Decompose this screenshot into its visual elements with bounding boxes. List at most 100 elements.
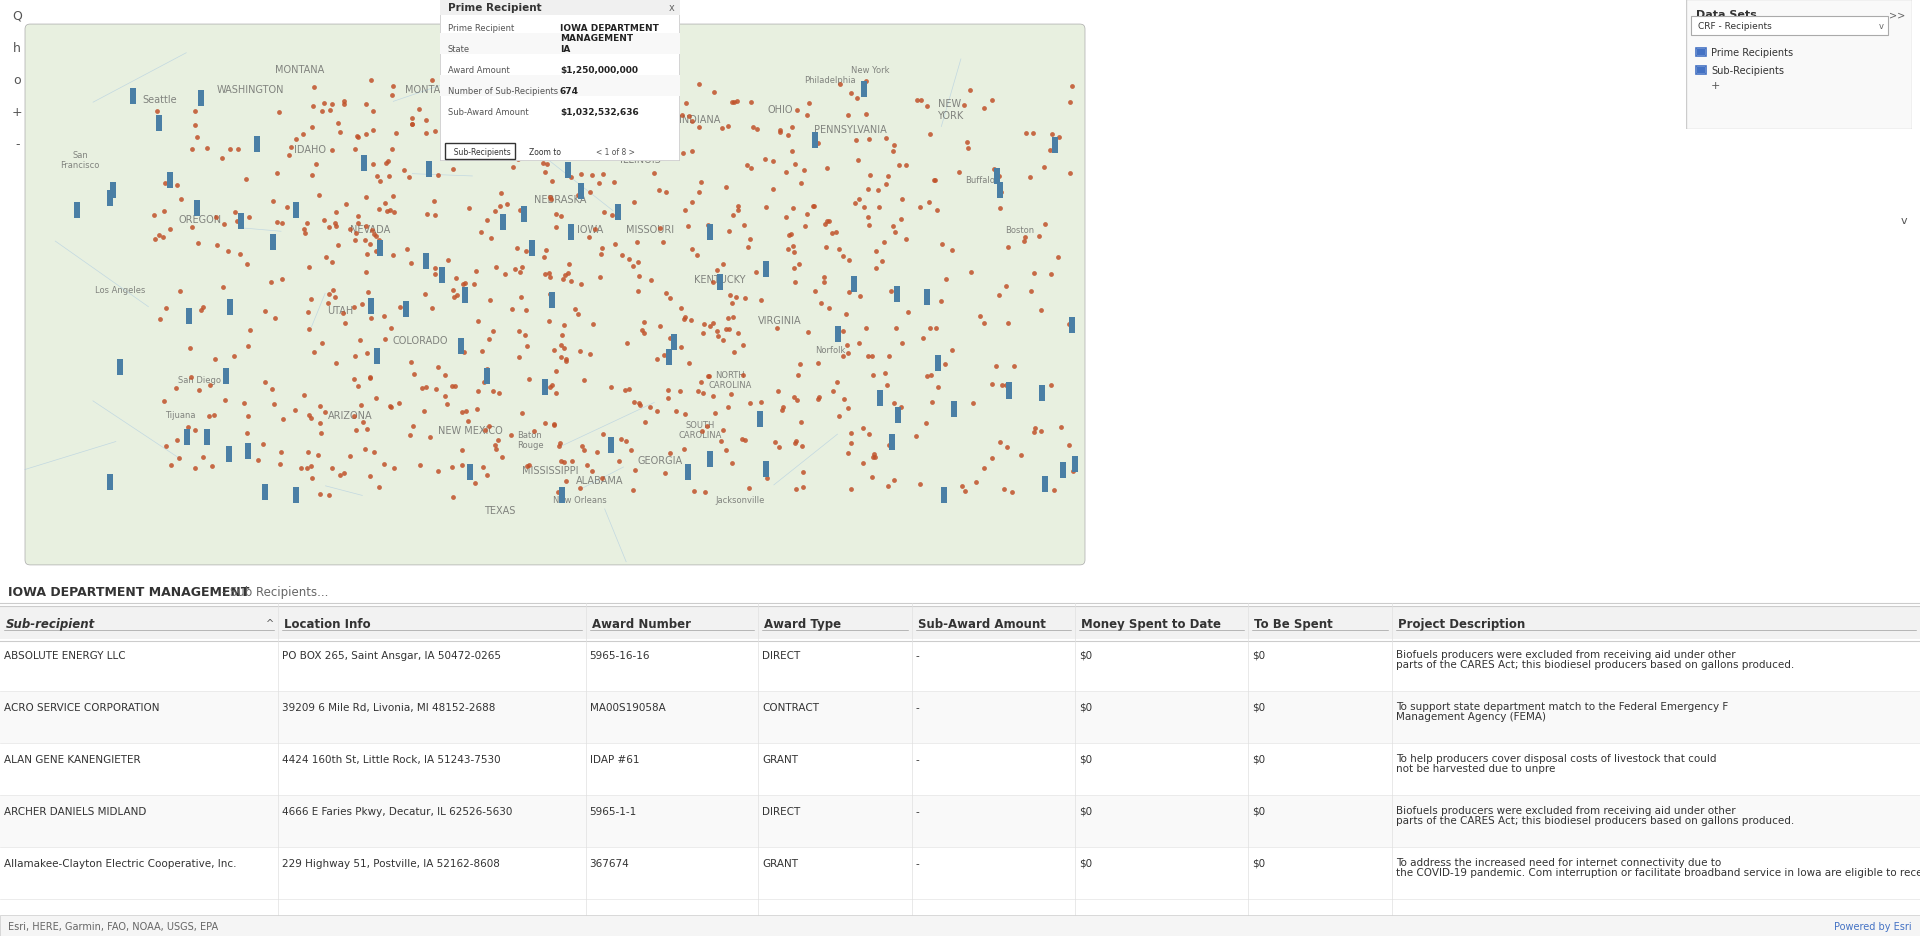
Point xyxy=(808,275,839,290)
Point xyxy=(378,461,409,475)
Point xyxy=(161,433,192,448)
Point xyxy=(1006,448,1037,463)
Point xyxy=(492,197,522,212)
Text: GEORGIA: GEORGIA xyxy=(637,455,684,465)
Point xyxy=(374,203,405,218)
Point xyxy=(724,199,755,214)
Text: Biofuels producers were excluded from receiving aid under other: Biofuels producers were excluded from re… xyxy=(1396,805,1736,815)
Point xyxy=(699,316,730,331)
Point xyxy=(987,378,1018,393)
Point xyxy=(207,152,238,167)
Point xyxy=(330,197,361,212)
Point xyxy=(348,415,378,430)
Point xyxy=(342,216,372,231)
Point xyxy=(138,209,169,224)
Point xyxy=(712,119,743,134)
Text: ARCHER DANIELS MIDLAND: ARCHER DANIELS MIDLAND xyxy=(4,806,146,816)
Point xyxy=(357,157,388,172)
Bar xyxy=(1069,317,1075,333)
Point xyxy=(294,322,324,337)
Point xyxy=(860,244,891,259)
Point xyxy=(348,297,378,312)
Point xyxy=(678,144,708,159)
Bar xyxy=(238,214,244,230)
Point xyxy=(313,297,344,312)
Point xyxy=(298,99,328,114)
Point xyxy=(833,446,864,461)
Point xyxy=(371,205,401,220)
Point xyxy=(415,431,445,446)
Point xyxy=(643,183,674,197)
Point xyxy=(847,456,877,471)
Point xyxy=(854,133,885,148)
Text: Sub-recipient: Sub-recipient xyxy=(6,618,96,631)
Text: OHIO: OHIO xyxy=(768,105,793,115)
Text: To Be Spent: To Be Spent xyxy=(1254,618,1332,631)
Bar xyxy=(685,464,691,480)
Text: Award Number: Award Number xyxy=(591,618,691,631)
Point xyxy=(674,110,705,124)
Point xyxy=(492,96,522,111)
Point xyxy=(396,428,426,443)
Point xyxy=(778,144,808,159)
Point xyxy=(764,125,795,140)
Point xyxy=(887,192,918,207)
Point xyxy=(188,300,219,315)
Point xyxy=(319,290,349,305)
Text: Norfolk: Norfolk xyxy=(814,345,845,355)
Text: IOWA DEPARTMENT MANAGEMENT: IOWA DEPARTMENT MANAGEMENT xyxy=(8,586,250,599)
Bar xyxy=(666,144,672,160)
Point xyxy=(722,326,753,341)
Point xyxy=(682,248,712,263)
Point xyxy=(202,238,232,253)
Point xyxy=(781,103,812,118)
Bar xyxy=(156,116,161,132)
Point xyxy=(781,482,812,497)
Point xyxy=(177,220,207,235)
Text: Allamakee-Clayton Electric Cooperative, Inc.: Allamakee-Clayton Electric Cooperative, … xyxy=(4,858,236,868)
Point xyxy=(883,159,914,174)
Point xyxy=(983,169,1014,184)
Point xyxy=(484,199,515,214)
Bar xyxy=(666,350,672,366)
Point xyxy=(586,241,616,256)
Point xyxy=(576,136,607,151)
Point xyxy=(870,178,900,193)
Point xyxy=(515,373,545,388)
Point xyxy=(828,249,858,264)
Point xyxy=(634,400,664,415)
Point xyxy=(1018,266,1048,281)
Point xyxy=(762,321,793,336)
Point xyxy=(551,268,582,283)
Point xyxy=(543,439,574,454)
Point xyxy=(557,274,588,289)
Text: To help producers cover disposal costs of livestock that could: To help producers cover disposal costs o… xyxy=(1396,753,1716,763)
Point xyxy=(893,305,924,320)
Point xyxy=(305,399,336,414)
Point xyxy=(599,175,630,190)
Point xyxy=(789,219,820,234)
Point xyxy=(559,302,589,317)
Text: MISSISSIPPI: MISSISSIPPI xyxy=(522,465,578,475)
Point xyxy=(470,423,501,438)
Point xyxy=(780,261,810,276)
Point xyxy=(630,415,660,430)
Bar xyxy=(73,203,79,219)
Point xyxy=(580,223,611,238)
Point xyxy=(751,200,781,215)
Text: >: > xyxy=(1912,926,1918,934)
Point xyxy=(814,301,845,316)
Point xyxy=(296,471,326,486)
Point xyxy=(872,169,902,184)
Text: -: - xyxy=(916,702,920,712)
Point xyxy=(244,453,275,468)
Point xyxy=(780,436,810,451)
Bar xyxy=(941,487,947,504)
Point xyxy=(376,88,407,103)
Point xyxy=(374,401,405,416)
Point xyxy=(622,284,653,299)
Point xyxy=(409,404,440,419)
Point xyxy=(559,141,589,156)
Point xyxy=(793,96,824,111)
Text: CONTRACT: CONTRACT xyxy=(762,702,820,712)
